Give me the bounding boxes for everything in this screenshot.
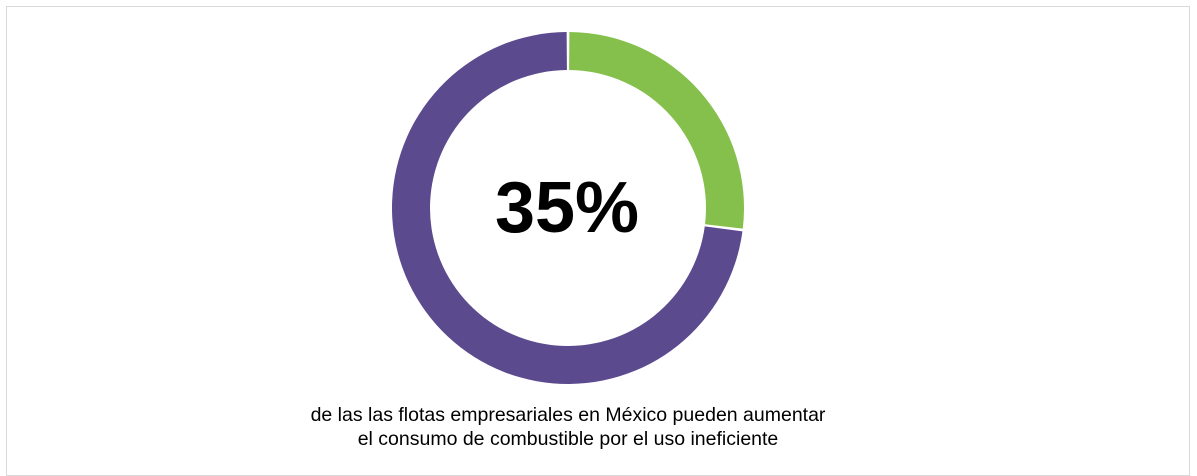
center-percentage-label: 35%: [494, 168, 640, 248]
caption-line-1: de las las flotas empresariales en Méxic…: [310, 404, 826, 426]
chart-frame: [6, 6, 1190, 476]
caption-line-2: el consumo de combustible por el uso ine…: [357, 428, 779, 450]
donut-slice-1: [569, 32, 744, 229]
chart-caption: de las las flotas empresariales en Méxic…: [98, 403, 1038, 451]
